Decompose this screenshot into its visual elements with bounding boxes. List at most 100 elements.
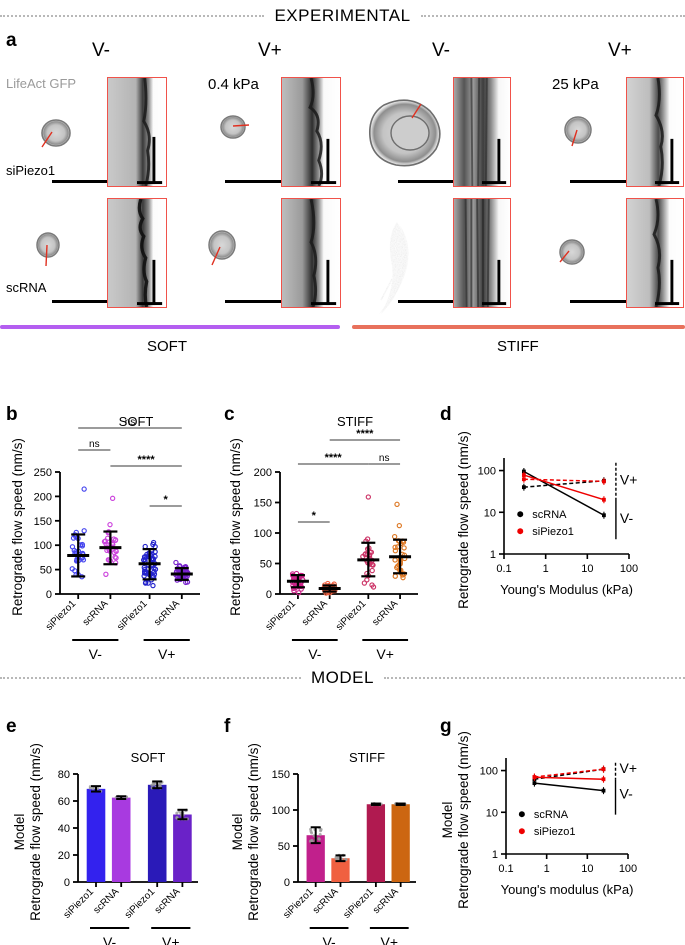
- svg-text:V-: V-: [620, 510, 634, 526]
- svg-text:V+: V+: [381, 934, 399, 945]
- dotted-rule-left: [0, 15, 265, 17]
- section-header-experimental: EXPERIMENTAL: [0, 6, 685, 26]
- divider-label-soft: SOFT: [147, 338, 187, 355]
- svg-text:****: ****: [356, 428, 374, 440]
- kymograph-r2c2: [281, 198, 341, 308]
- svg-text:Retrograde flow speed (nm/s): Retrograde flow speed (nm/s): [456, 731, 471, 909]
- panel-letter-f: f: [224, 716, 231, 737]
- chart-panel-c: STIFF Retrograde flow speed (nm/s) 0 50 100 1…: [218, 400, 434, 662]
- kymograph-r2c4: [626, 198, 684, 308]
- kymograph-r2c1: [107, 198, 167, 308]
- scalebar-h-r1c1: [52, 180, 118, 183]
- svg-text:siPiezo1: siPiezo1: [123, 886, 158, 921]
- scalebar-h-r1c2: [225, 180, 291, 183]
- svg-text:siPiezo1: siPiezo1: [334, 598, 369, 633]
- channel-label-lifeact-gfp: LifeAct GFP: [6, 76, 77, 91]
- svg-text:100: 100: [272, 805, 290, 817]
- cell-image-r1c3: [368, 99, 441, 167]
- dotted-rule-left-model: [0, 677, 302, 679]
- svg-text:Young's Modulus (kPa): Young's Modulus (kPa): [500, 582, 633, 597]
- svg-text:scRNA: scRNA: [532, 509, 567, 521]
- svg-text:0: 0: [284, 877, 290, 889]
- svg-text:ns: ns: [125, 417, 136, 428]
- svg-text:****: ****: [325, 452, 343, 464]
- svg-text:V+: V+: [376, 646, 394, 662]
- svg-text:50: 50: [40, 565, 52, 577]
- svg-text:200: 200: [254, 467, 272, 479]
- section-title-experimental: EXPERIMENTAL: [274, 6, 411, 25]
- svg-text:150: 150: [254, 498, 272, 510]
- svg-text:V+: V+: [620, 760, 638, 776]
- divider-label-stiff: STIFF: [497, 338, 539, 355]
- svg-text:scRNA: scRNA: [370, 598, 400, 628]
- svg-text:1: 1: [492, 849, 498, 861]
- svg-text:siPiezo1: siPiezo1: [62, 886, 97, 921]
- svg-text:250: 250: [34, 467, 52, 479]
- svg-text:V+: V+: [620, 472, 638, 488]
- svg-text:80: 80: [58, 769, 70, 781]
- chart-panel-b: SOFT Retrograde flow speed (nm/s) 0 50 100 15…: [0, 400, 218, 662]
- svg-text:V-: V-: [308, 646, 322, 662]
- dotted-rule-right-model: [383, 677, 685, 679]
- svg-text:0.1: 0.1: [496, 563, 511, 575]
- svg-text:scRNA: scRNA: [92, 886, 122, 916]
- svg-text:10: 10: [486, 807, 498, 819]
- svg-text:100: 100: [254, 528, 272, 540]
- svg-text:scRNA: scRNA: [153, 886, 183, 916]
- svg-text:0: 0: [266, 589, 272, 601]
- chart-panel-g: Model Retrograde flow speed (nm/s) 1 10 100 0…: [434, 712, 685, 945]
- svg-text:Young's modulus (kPa): Young's modulus (kPa): [501, 882, 634, 897]
- dotted-rule-right: [420, 15, 685, 17]
- divider-bar-stiff: [352, 325, 685, 329]
- svg-text:siPiezo1: siPiezo1: [44, 598, 79, 633]
- column-header-0: V-: [92, 40, 110, 61]
- svg-text:scRNA: scRNA: [311, 886, 341, 916]
- panel-letter-a: a: [6, 30, 17, 51]
- svg-text:1: 1: [490, 549, 496, 561]
- svg-text:150: 150: [34, 516, 52, 528]
- svg-text:scRNA: scRNA: [300, 598, 330, 628]
- svg-text:siPiezo1: siPiezo1: [281, 886, 316, 921]
- svg-text:100: 100: [620, 563, 638, 575]
- svg-text:10: 10: [581, 863, 593, 875]
- svg-text:Retrograde flow speed (nm/s): Retrograde flow speed (nm/s): [28, 743, 43, 921]
- svg-text:100: 100: [480, 766, 498, 778]
- svg-text:50: 50: [260, 559, 272, 571]
- svg-text:scRNA: scRNA: [152, 598, 182, 628]
- chart-panel-d: Retrograde flow speed (nm/s) 1 10 100 0.1 1 10…: [434, 400, 685, 650]
- cell-image-r1c4: [564, 116, 592, 147]
- svg-text:1: 1: [544, 863, 550, 875]
- stiffness-label-soft: 0.4 kPa: [208, 76, 259, 93]
- svg-text:V+: V+: [162, 934, 180, 945]
- svg-text:100: 100: [619, 863, 637, 875]
- cell-image-r2c1: [36, 232, 60, 267]
- svg-text:20: 20: [58, 850, 70, 862]
- svg-text:200: 200: [34, 491, 52, 503]
- svg-text:50: 50: [278, 841, 290, 853]
- svg-text:V-: V-: [89, 646, 103, 662]
- cell-image-r2c2: [208, 230, 236, 266]
- panel-letter-c: c: [224, 404, 235, 425]
- row-label-scrna: scRNA: [6, 280, 47, 295]
- svg-text:60: 60: [58, 796, 70, 808]
- chart-panel-f: STIFF Model Retrograde flow speed (nm/s) 0 5…: [218, 712, 434, 945]
- svg-text:10: 10: [581, 563, 593, 575]
- panel-letter-g: g: [440, 716, 452, 737]
- svg-text:V-: V-: [103, 934, 117, 945]
- cell-image-r1c1: [41, 119, 71, 148]
- svg-text:*: *: [164, 494, 169, 506]
- svg-text:0: 0: [64, 877, 70, 889]
- svg-text:scRNA: scRNA: [81, 598, 111, 628]
- svg-text:scRNA: scRNA: [371, 886, 401, 916]
- column-header-1: V+: [258, 40, 282, 61]
- svg-text:ns: ns: [89, 439, 100, 450]
- scalebar-h-r2c2: [225, 300, 291, 303]
- scalebar-h-r2c3: [398, 300, 464, 303]
- chart-panel-e: SOFT Model Retrograde flow speed (nm/s) 0 20…: [0, 712, 218, 945]
- svg-text:siPiezo1: siPiezo1: [115, 598, 150, 633]
- scalebar-h-r1c4: [570, 180, 636, 183]
- kymograph-r1c1: [107, 77, 167, 187]
- svg-text:Retrograde flow speed (nm/s): Retrograde flow speed (nm/s): [228, 438, 243, 616]
- kymograph-r2c3: [453, 198, 511, 308]
